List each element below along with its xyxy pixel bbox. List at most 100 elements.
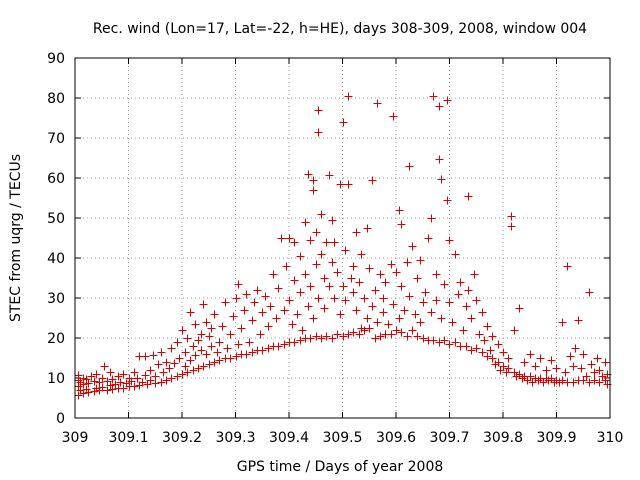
data-point xyxy=(437,175,446,184)
data-point xyxy=(205,360,214,369)
data-point xyxy=(413,274,422,283)
data-point xyxy=(277,234,286,243)
data-point xyxy=(197,330,206,339)
data-point xyxy=(151,372,160,381)
data-point xyxy=(475,330,484,339)
data-point xyxy=(547,356,556,365)
data-point xyxy=(317,250,326,259)
data-point xyxy=(368,176,377,185)
data-point xyxy=(368,302,377,311)
data-point xyxy=(186,308,195,317)
data-point xyxy=(333,330,342,339)
data-point xyxy=(424,234,433,243)
data-point xyxy=(486,346,495,355)
data-point xyxy=(306,282,315,291)
data-point xyxy=(595,378,604,387)
data-point xyxy=(149,351,158,360)
data-point xyxy=(419,298,428,307)
data-point xyxy=(397,282,406,291)
data-point xyxy=(355,330,364,339)
data-point xyxy=(520,358,529,367)
data-point xyxy=(531,362,540,371)
data-point xyxy=(314,294,323,303)
data-point xyxy=(349,262,358,271)
data-point xyxy=(558,318,567,327)
data-point xyxy=(258,308,267,317)
data-point xyxy=(352,306,361,315)
data-point xyxy=(312,228,321,237)
data-point xyxy=(419,334,428,343)
data-point xyxy=(114,372,123,381)
data-point xyxy=(221,298,230,307)
data-point xyxy=(309,314,318,323)
data-point xyxy=(534,376,543,385)
data-point xyxy=(106,368,115,377)
data-point xyxy=(336,310,345,319)
data-point xyxy=(84,388,93,397)
data-point xyxy=(339,332,348,341)
data-point xyxy=(197,346,206,355)
data-point xyxy=(256,330,265,339)
data-point xyxy=(339,282,348,291)
data-point xyxy=(264,322,273,331)
data-point xyxy=(167,374,176,383)
data-point xyxy=(242,350,251,359)
data-point xyxy=(381,278,390,287)
data-point xyxy=(312,332,321,341)
data-point xyxy=(191,320,200,329)
data-point xyxy=(272,314,281,323)
data-point xyxy=(462,342,471,351)
data-point xyxy=(141,371,150,380)
data-point xyxy=(202,350,211,359)
data-point xyxy=(515,304,524,313)
data-point xyxy=(304,302,313,311)
x-tick-label: 309.4 xyxy=(269,430,309,446)
data-point xyxy=(138,378,147,387)
data-point xyxy=(173,338,182,347)
data-point xyxy=(445,340,454,349)
data-point xyxy=(494,358,503,367)
data-point xyxy=(571,344,580,353)
data-point xyxy=(207,324,216,333)
data-point xyxy=(437,314,446,323)
data-point xyxy=(189,342,198,351)
data-point xyxy=(472,344,481,353)
data-point xyxy=(494,340,503,349)
data-point xyxy=(355,278,364,287)
data-point xyxy=(349,328,358,337)
data-point xyxy=(162,376,171,385)
data-point xyxy=(454,290,463,299)
data-point xyxy=(499,348,508,357)
data-point xyxy=(304,170,313,179)
data-point xyxy=(363,314,372,323)
data-point xyxy=(561,368,570,377)
data-point xyxy=(440,336,449,345)
y-tick-label: 80 xyxy=(47,91,65,107)
data-point xyxy=(74,371,83,380)
data-point xyxy=(467,314,476,323)
data-point xyxy=(210,310,219,319)
data-point xyxy=(333,268,342,277)
data-point xyxy=(116,378,125,387)
data-point xyxy=(365,324,374,333)
data-point xyxy=(240,306,249,315)
data-point xyxy=(330,238,339,247)
data-point xyxy=(183,368,192,377)
data-point xyxy=(536,354,545,363)
data-point xyxy=(226,354,235,363)
data-point xyxy=(223,344,232,353)
data-point xyxy=(215,356,224,365)
data-point xyxy=(577,364,586,373)
data-point xyxy=(411,310,420,319)
data-point xyxy=(480,336,489,345)
data-point xyxy=(194,364,203,373)
data-point xyxy=(314,128,323,137)
data-point xyxy=(579,350,588,359)
x-tick-label: 309.9 xyxy=(536,430,576,446)
data-point xyxy=(173,372,182,381)
data-point xyxy=(395,206,404,215)
data-point xyxy=(290,338,299,347)
data-point xyxy=(207,342,216,351)
data-point xyxy=(456,278,465,287)
